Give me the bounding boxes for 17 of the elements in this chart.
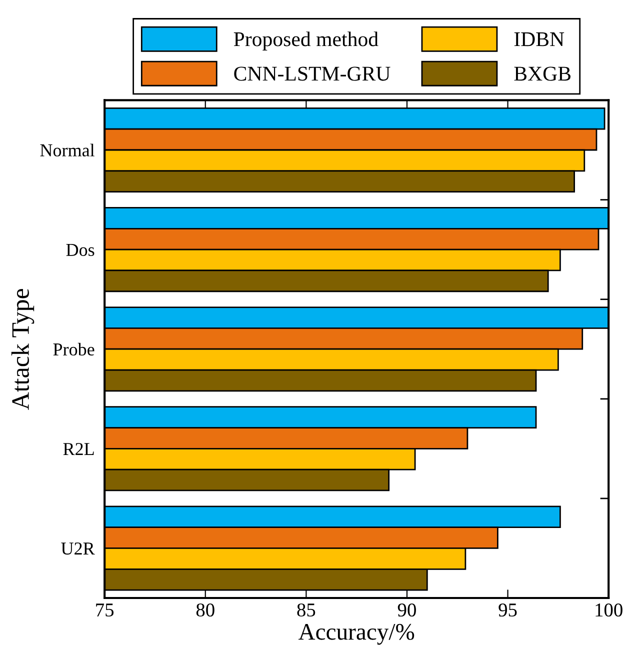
x-tick-label: 85 <box>297 603 316 617</box>
legend-label: BXGB <box>514 66 570 81</box>
x-tick-label: 90 <box>398 603 416 617</box>
x-tick-label: 80 <box>196 603 214 617</box>
y-tick-label: R2L <box>63 442 94 455</box>
x-tick-label: 75 <box>96 604 114 617</box>
legend-label: CNN-LSTM-GRU <box>234 66 390 81</box>
x-axis-title: Accuracy/% <box>298 624 414 645</box>
legend-label: IDBN <box>514 32 564 46</box>
y-tick-label: Dos <box>66 244 94 256</box>
x-tick-label: 95 <box>498 603 517 617</box>
y-tick-label: U2R <box>61 542 95 555</box>
y-tick-label: Probe <box>53 342 94 356</box>
x-tick-label: 100 <box>596 603 622 617</box>
legend-label: Proposed method <box>234 32 378 50</box>
y-tick-label: Normal <box>40 144 94 156</box>
y-axis-title: Attack Type <box>11 288 34 410</box>
